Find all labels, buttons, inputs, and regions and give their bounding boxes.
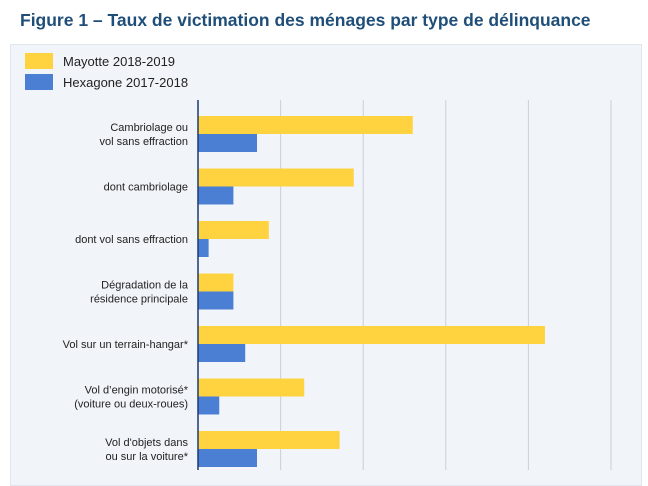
bar-mayotte xyxy=(198,378,305,397)
bar-hexagone xyxy=(198,344,246,362)
bar-mayotte xyxy=(198,431,340,449)
chart-panel: Mayotte 2018-2019 Hexagone 2017-2018 xyxy=(10,44,642,486)
bar-hexagone xyxy=(198,396,220,415)
category-label: Vol sur un terrain-hangar* xyxy=(63,339,189,351)
legend-swatch-mayotte xyxy=(25,53,53,69)
legend-swatch-hexagone xyxy=(25,74,53,90)
bar-hexagone xyxy=(198,239,209,257)
bar-mayotte xyxy=(198,273,234,292)
bar-hexagone xyxy=(198,134,257,152)
legend-item-hexagone: Hexagone 2017-2018 xyxy=(25,74,188,90)
legend-label-mayotte: Mayotte 2018-2019 xyxy=(63,53,176,69)
legend-label-hexagone: Hexagone 2017-2018 xyxy=(63,74,189,90)
category-label: Vol d’engin motorisé* xyxy=(85,385,189,397)
category-label: (voiture ou deux-roues) xyxy=(74,399,188,411)
category-label: dont vol sans effraction xyxy=(75,234,188,246)
category-label: Dégradation de la xyxy=(101,280,189,292)
bar-mayotte xyxy=(198,168,354,187)
bar-hexagone xyxy=(198,291,234,310)
bar-mayotte xyxy=(198,326,545,344)
bar-chart: Cambriolage ou vol sans effraction dont ca… xyxy=(63,100,612,470)
category-label: Vol d'objets dans xyxy=(105,437,188,449)
bar-mayotte xyxy=(198,221,269,239)
chart-title: Figure 1 – Taux de victimation des ménag… xyxy=(20,10,591,30)
bar-mayotte xyxy=(198,116,413,134)
category-label: dont cambriolage xyxy=(104,182,188,194)
category-label: vol sans effraction xyxy=(100,136,188,148)
bar-hexagone xyxy=(198,449,257,467)
legend-item-mayotte: Mayotte 2018-2019 xyxy=(25,53,175,69)
category-label: résidence principale xyxy=(90,294,188,306)
category-label: ou sur la voiture* xyxy=(105,451,188,463)
bar-hexagone xyxy=(198,186,234,205)
category-label: Cambriolage ou xyxy=(110,122,188,134)
